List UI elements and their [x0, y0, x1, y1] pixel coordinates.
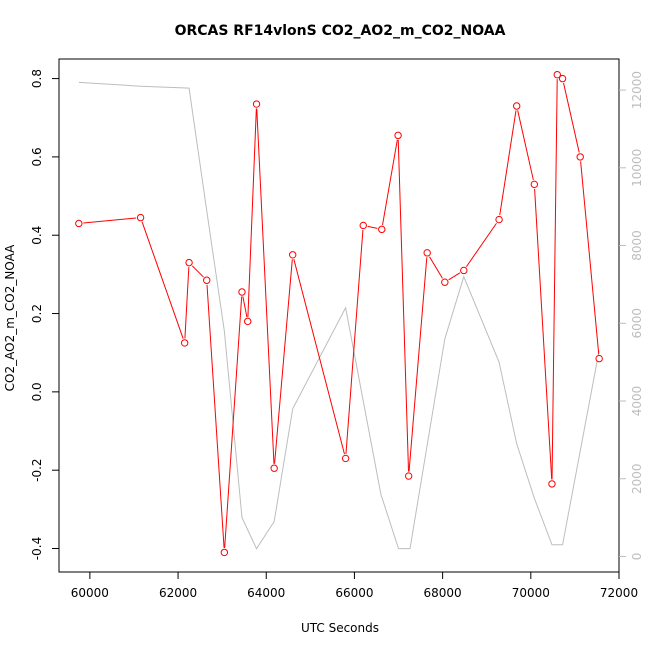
primary-series-segment: [367, 225, 378, 229]
x-tick-label: 72000: [600, 586, 638, 600]
y2-tick-label: 10000: [630, 149, 644, 187]
y2-tick-label: 6000: [630, 308, 644, 339]
data-point: [548, 480, 556, 488]
data-point: [460, 266, 468, 275]
y-tick-label: 0.8: [30, 69, 44, 88]
x-tick-label: 70000: [512, 586, 550, 600]
data-point: [530, 180, 539, 189]
primary-series-segment: [206, 284, 225, 548]
primary-series-segment: [224, 296, 243, 548]
x-axis: 60000 62000 64000 66000 68000 70000 72000: [71, 572, 638, 600]
y2-tick-label: 0: [630, 553, 644, 561]
data-point: [576, 153, 584, 161]
data-point: [378, 225, 386, 234]
data-point: [185, 258, 193, 267]
primary-series-segment: [83, 217, 137, 224]
data-point: [595, 354, 603, 363]
primary-series-segment: [429, 256, 443, 279]
primary-series-segment: [580, 161, 600, 355]
primary-series-segment: [465, 222, 497, 268]
data-point: [136, 213, 145, 222]
data-point: [513, 102, 521, 110]
primary-series-segment: [517, 110, 534, 181]
y2-axis: 0 2000 4000 6000 8000 10000 12000: [619, 71, 644, 560]
y2-tick-label: 4000: [630, 386, 644, 417]
series-secondary: [78, 81, 600, 550]
secondary-series-line: [78, 81, 600, 550]
primary-series-segment: [293, 259, 345, 455]
data-point: [404, 472, 413, 480]
primary-series-segment: [141, 221, 184, 339]
y2-tick-label: 12000: [630, 71, 644, 109]
chart-title: ORCAS RF14vlonS CO2_AO2_m_CO2_NOAA: [175, 23, 506, 39]
data-point: [441, 278, 449, 286]
y2-tick-label: 2000: [630, 463, 644, 494]
x-tick-label: 66000: [335, 586, 373, 600]
data-point: [238, 288, 246, 296]
y-tick-label: 0.2: [30, 304, 44, 323]
data-point: [558, 74, 567, 83]
data-point: [180, 339, 189, 347]
data-point: [553, 70, 561, 79]
primary-series-segment: [247, 108, 257, 317]
y-axis: -0.4 -0.2 0.0 0.2 0.4 0.6 0.8: [30, 69, 59, 560]
x-tick-label: 62000: [159, 586, 197, 600]
x-tick-label: 68000: [424, 586, 462, 600]
y2-tick-label: 8000: [630, 230, 644, 261]
data-point: [341, 454, 350, 463]
primary-series-segment: [534, 188, 553, 480]
primary-series-segment: [256, 108, 275, 464]
x-axis-title: UTC Seconds: [301, 621, 379, 635]
primary-series-segment: [563, 82, 580, 153]
x-tick-label: 64000: [247, 586, 285, 600]
primary-series-segment: [408, 257, 428, 472]
y-axis-title: CO2_AO2_m_CO2_NOAA: [3, 244, 17, 391]
y-tick-label: 0.0: [30, 382, 44, 401]
data-point: [270, 464, 278, 472]
data-point: [423, 249, 431, 257]
y-tick-label: -0.2: [30, 458, 44, 481]
primary-series-segment: [345, 229, 364, 454]
primary-series-segment: [397, 139, 410, 472]
series-primary: [75, 70, 603, 557]
data-point: [75, 219, 83, 228]
primary-series-segment: [448, 272, 461, 281]
plot-frame: [58, 58, 620, 573]
data-point: [289, 251, 297, 259]
primary-series-segment: [184, 267, 190, 339]
primary-series-segment: [499, 110, 517, 216]
data-point: [495, 215, 503, 224]
data-point: [203, 276, 211, 284]
primary-series-segment: [242, 296, 248, 318]
y-tick-label: -0.4: [30, 537, 44, 560]
data-point: [244, 317, 252, 326]
x-tick-label: 60000: [71, 586, 109, 600]
data-point: [359, 221, 367, 230]
primary-series-segment: [551, 79, 558, 480]
primary-series-segment: [191, 265, 204, 278]
primary-series-segment: [274, 259, 293, 464]
data-point: [394, 131, 402, 140]
y-tick-label: 0.4: [30, 226, 44, 245]
data-point: [220, 548, 229, 557]
data-point: [252, 100, 261, 108]
y-tick-label: 0.6: [30, 147, 44, 166]
primary-series-segment: [382, 139, 398, 225]
